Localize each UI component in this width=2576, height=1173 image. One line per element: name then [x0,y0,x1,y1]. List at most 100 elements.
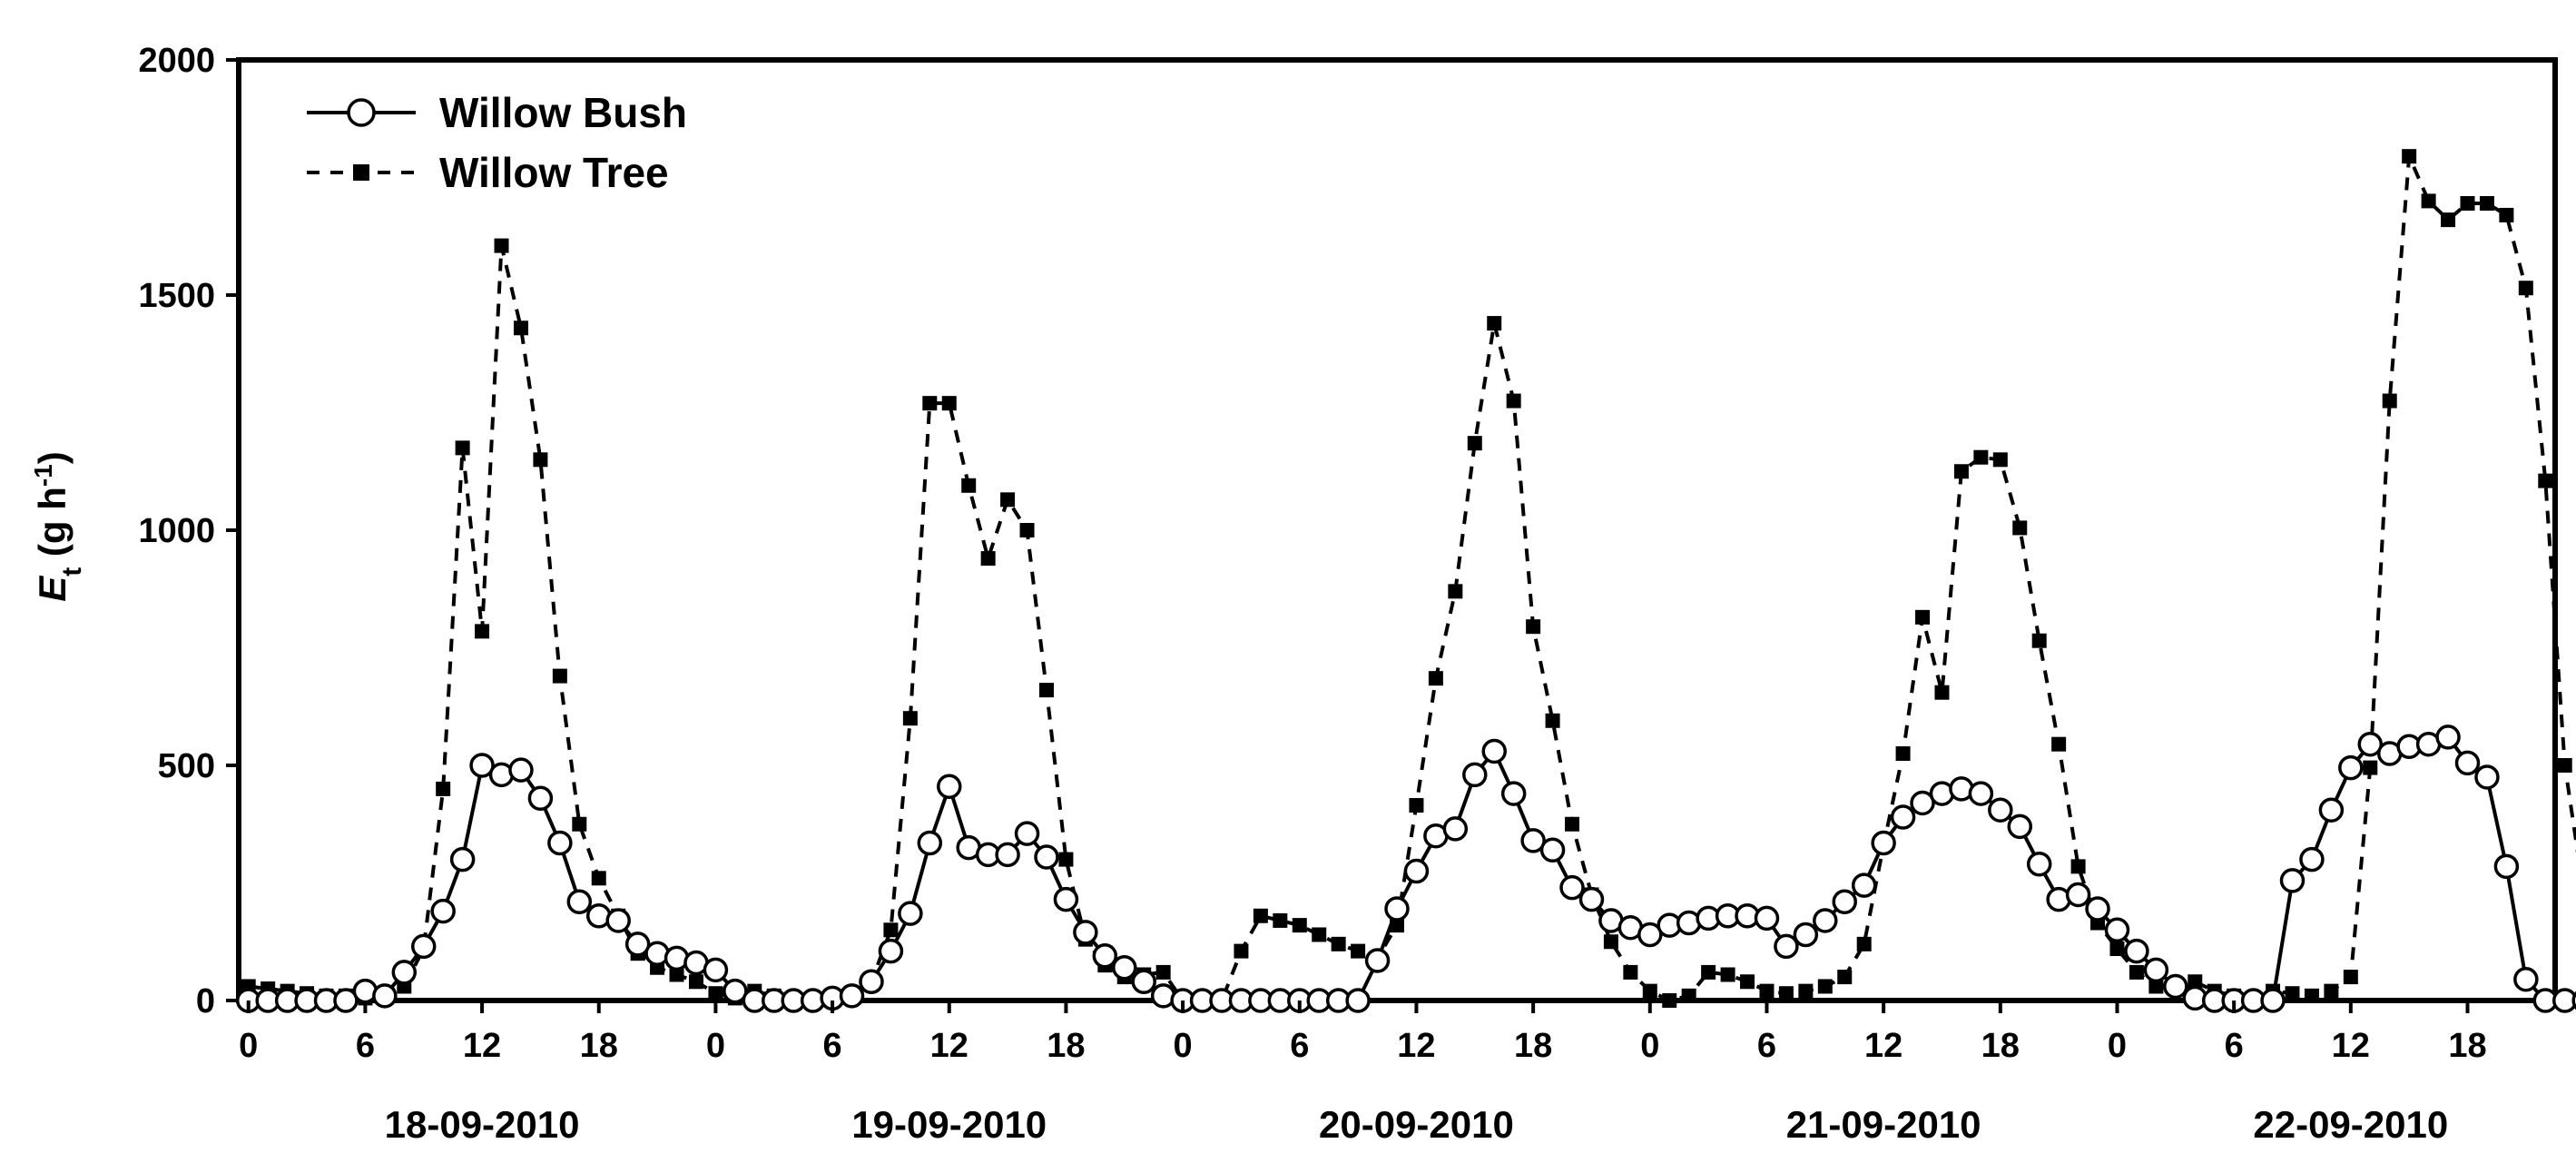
data-point [1934,685,1950,700]
data-point [2148,979,2164,994]
data-point [624,932,651,957]
legend-item-willow-bush: Willow Bush [307,89,687,136]
data-point [469,753,495,778]
data-point [1637,922,1663,948]
data-point [1754,905,1780,932]
data-point [2454,750,2481,776]
data-point [1539,837,1566,862]
data-point [1442,816,1469,842]
data-point [1273,912,1288,928]
x-axis: 0 6 12 18 0 6 12 18 0 6 12 18 0 6 12 18 0 6 12 18 [239,1000,2487,1065]
data-point [2070,859,2086,874]
x-tick-label: 0 [2108,1027,2127,1065]
data-point [1073,920,1098,945]
data-point [2518,281,2533,296]
y-tick-label: 1500 [138,277,215,315]
data-point [917,830,943,856]
x-tick-label: 6 [1757,1027,1776,1065]
day-label: 20-09-2010 [1319,1103,1514,1146]
data-point [2460,195,2475,211]
data-point [494,238,509,253]
data-point [1778,986,1794,1001]
data-point [937,774,962,800]
data-point [2129,964,2144,980]
data-point [1487,316,1502,331]
data-point [1813,908,1838,933]
day-label: 21-09-2010 [1786,1103,1981,1146]
data-point [1992,452,2008,468]
x-tick-label: 12 [1397,1027,1435,1065]
data-point [372,983,398,1009]
data-point [1559,874,1585,901]
data-point [1701,964,1716,980]
data-point [1409,798,1424,813]
data-point [436,781,451,796]
data-point [1623,964,1638,980]
data-point [2499,207,2514,222]
data-point [2031,633,2047,648]
x-tick-label: 6 [1290,1027,1309,1065]
data-point [1292,918,1307,933]
data-point [2109,941,2125,957]
series-willow-bush [235,724,2576,1013]
data-point [2085,896,2110,922]
data-point [1973,449,1989,465]
x-tick-label: 6 [356,1027,375,1065]
data-point [1565,816,1580,832]
data-point [508,757,534,783]
data-point [1895,746,1911,762]
y-axis-label-unit-sup: -1 [29,464,57,487]
data-point [2007,813,2033,840]
data-point [1034,844,1059,870]
data-point [2104,917,2130,943]
data-point [1058,852,1074,867]
data-point [1014,821,1040,846]
data-point [1506,393,1521,409]
legend-label-willow-tree: Willow Tree [439,149,669,196]
data-point [1545,713,1560,728]
data-point [1331,936,1346,951]
data-point [898,901,923,926]
data-point [1384,896,1410,922]
data-point [1720,967,1735,982]
data-point [1837,970,1853,985]
data-point [1520,828,1546,853]
data-point [591,871,606,886]
data-point [1988,797,2013,823]
data-point [708,986,723,1001]
data-point [1155,964,1171,980]
x-tick-label: 18 [2448,1027,2486,1065]
x-tick-label: 6 [2225,1027,2244,1065]
data-point [980,551,996,567]
day-label: 22-09-2010 [2253,1103,2448,1146]
data-point [941,396,957,411]
data-point [2382,393,2397,409]
day-label: 19-09-2010 [851,1103,1047,1146]
data-point [2188,974,2203,990]
x-tick-label: 18 [1514,1027,1552,1065]
data-point [1364,948,1391,973]
data-point [2260,988,2286,1013]
x-tick-label: 12 [2332,1027,2370,1065]
data-point [2304,988,2319,1003]
data-point [2402,149,2417,164]
data-point [2474,764,2500,790]
data-point [1603,934,1618,950]
data-point [566,889,593,914]
data-point [922,396,938,411]
data-point [1832,889,1857,914]
day-labels: 18-09-2010 19-09-2010 20-09-2010 21-09-2010… [385,1103,2449,1146]
data-point [1462,762,1488,788]
legend-label-willow-bush: Willow Bush [439,89,687,136]
data-point [2571,991,2576,1010]
data-point [1968,781,1994,806]
data-point [1856,936,1872,951]
data-point [1851,872,1877,898]
y-axis-label-unit: (g h [31,487,74,567]
x-tick-label: 0 [1174,1027,1193,1065]
data-point [1351,943,1366,959]
data-point [455,440,470,456]
data-point [1871,830,1896,856]
data-point [547,830,573,856]
legend-marker-square [353,164,369,181]
